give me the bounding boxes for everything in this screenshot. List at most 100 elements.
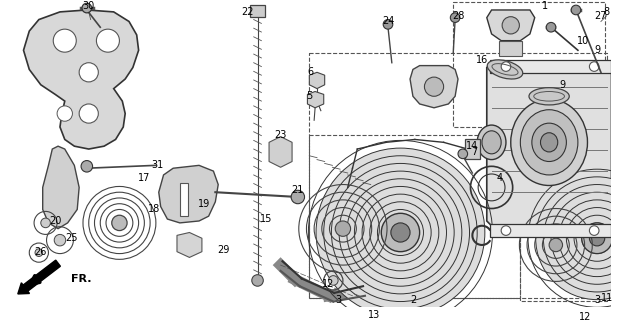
- Circle shape: [501, 226, 511, 236]
- Text: 5: 5: [306, 91, 313, 101]
- Ellipse shape: [482, 131, 501, 154]
- Circle shape: [35, 249, 42, 256]
- Text: 11: 11: [600, 293, 613, 303]
- Circle shape: [582, 223, 612, 253]
- Bar: [490, 60, 610, 73]
- Text: 7: 7: [471, 147, 477, 157]
- Circle shape: [97, 29, 119, 52]
- Circle shape: [424, 77, 444, 96]
- Circle shape: [328, 276, 338, 285]
- Circle shape: [501, 62, 511, 71]
- Text: 17: 17: [138, 173, 150, 183]
- Circle shape: [57, 106, 72, 121]
- Circle shape: [53, 29, 76, 52]
- Ellipse shape: [477, 125, 506, 160]
- Polygon shape: [177, 233, 202, 257]
- Circle shape: [81, 161, 92, 172]
- Circle shape: [582, 223, 612, 253]
- Ellipse shape: [511, 99, 587, 186]
- Bar: [310, 53, 607, 298]
- Text: 3: 3: [594, 295, 600, 305]
- Text: 30: 30: [82, 1, 95, 11]
- Ellipse shape: [532, 123, 567, 162]
- Polygon shape: [269, 137, 292, 167]
- Text: 19: 19: [198, 199, 210, 209]
- Text: 24: 24: [382, 17, 394, 27]
- Text: 10: 10: [577, 36, 589, 46]
- Circle shape: [502, 17, 519, 34]
- Text: 23: 23: [275, 130, 287, 140]
- Circle shape: [331, 164, 469, 301]
- Polygon shape: [310, 72, 324, 89]
- Bar: [520, 188, 607, 300]
- Polygon shape: [158, 165, 218, 223]
- Text: 14: 14: [466, 141, 479, 151]
- Circle shape: [535, 177, 624, 300]
- Text: 12: 12: [323, 279, 334, 289]
- Text: 16: 16: [476, 55, 488, 65]
- Polygon shape: [24, 10, 139, 149]
- Polygon shape: [308, 92, 324, 108]
- Text: 3: 3: [335, 295, 341, 305]
- Circle shape: [571, 5, 581, 15]
- Circle shape: [392, 225, 408, 240]
- Circle shape: [252, 275, 263, 286]
- Circle shape: [316, 148, 485, 317]
- Text: 15: 15: [260, 214, 272, 224]
- Text: 28: 28: [452, 11, 464, 21]
- Circle shape: [451, 13, 460, 22]
- Polygon shape: [499, 41, 522, 56]
- Circle shape: [378, 210, 424, 255]
- Text: 4: 4: [496, 173, 502, 183]
- Text: 6: 6: [307, 67, 313, 77]
- Polygon shape: [42, 146, 79, 229]
- Bar: [310, 135, 520, 298]
- Text: 26: 26: [34, 247, 47, 257]
- Circle shape: [391, 223, 410, 242]
- Bar: [250, 5, 265, 17]
- Polygon shape: [487, 63, 612, 226]
- Text: 27: 27: [595, 11, 607, 21]
- Text: 9: 9: [560, 80, 565, 90]
- Circle shape: [54, 235, 66, 246]
- Circle shape: [41, 218, 51, 228]
- Text: 22: 22: [241, 7, 254, 17]
- Bar: [180, 183, 188, 216]
- FancyArrow shape: [18, 260, 61, 294]
- Circle shape: [590, 226, 599, 236]
- Polygon shape: [487, 10, 535, 41]
- Circle shape: [112, 215, 127, 231]
- Circle shape: [383, 20, 392, 29]
- Text: 8: 8: [603, 7, 610, 17]
- Ellipse shape: [529, 88, 569, 105]
- Circle shape: [546, 22, 556, 32]
- Circle shape: [551, 192, 624, 284]
- Text: 1: 1: [542, 1, 548, 11]
- Text: 12: 12: [579, 312, 592, 320]
- Circle shape: [362, 194, 439, 271]
- Bar: [453, 2, 605, 127]
- Circle shape: [347, 179, 454, 286]
- Text: 18: 18: [148, 204, 160, 214]
- Circle shape: [82, 3, 92, 13]
- Text: 9: 9: [594, 45, 600, 55]
- Text: 25: 25: [66, 233, 78, 243]
- Circle shape: [79, 63, 99, 82]
- Ellipse shape: [487, 60, 523, 79]
- Bar: [465, 140, 480, 159]
- Polygon shape: [410, 66, 458, 108]
- Ellipse shape: [520, 110, 578, 175]
- Circle shape: [549, 238, 563, 252]
- Circle shape: [590, 62, 599, 71]
- Circle shape: [381, 213, 419, 252]
- Circle shape: [458, 149, 467, 159]
- Circle shape: [335, 221, 351, 236]
- Circle shape: [590, 231, 605, 246]
- Text: 13: 13: [368, 310, 381, 320]
- Text: 2: 2: [410, 295, 416, 305]
- Text: 31: 31: [152, 160, 164, 170]
- Text: FR.: FR.: [72, 274, 92, 284]
- Ellipse shape: [540, 133, 558, 152]
- Circle shape: [567, 208, 624, 269]
- Text: 20: 20: [49, 216, 61, 226]
